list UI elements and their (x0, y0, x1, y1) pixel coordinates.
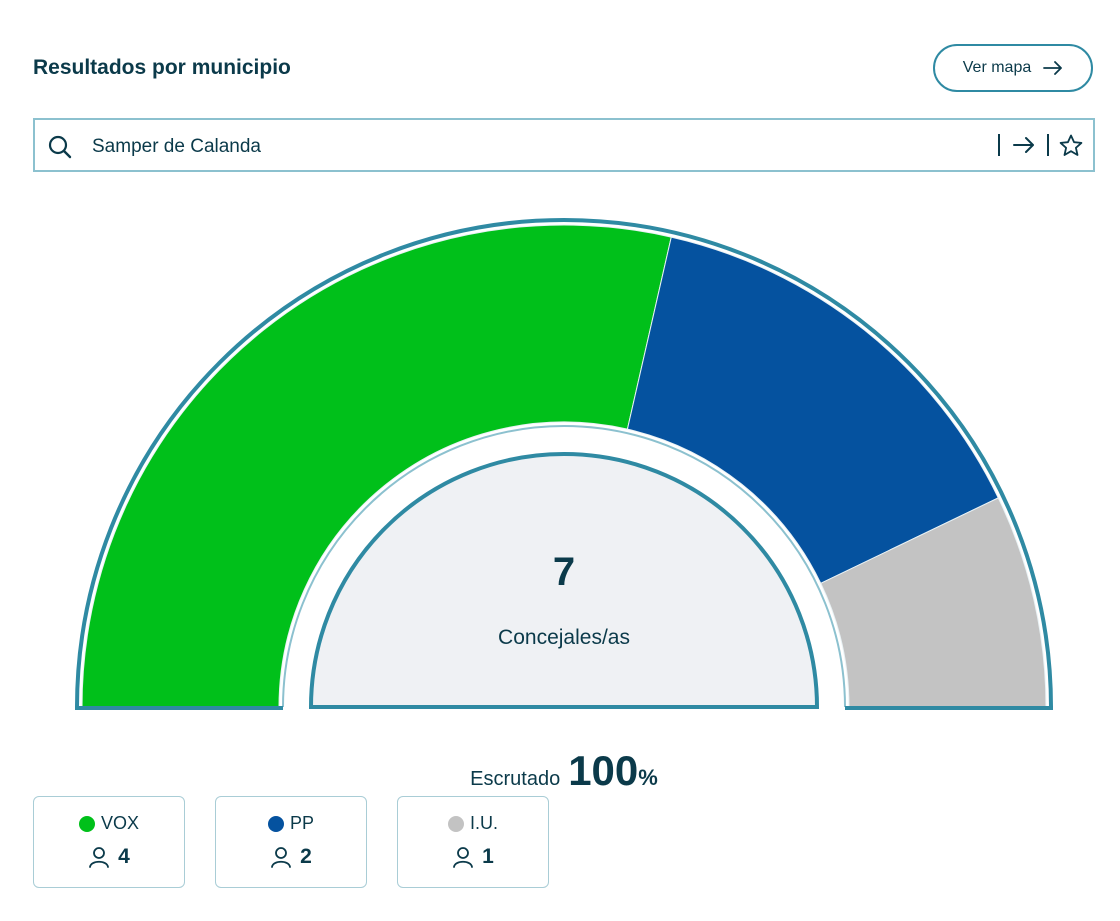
person-icon (89, 847, 110, 868)
person-icon (271, 847, 292, 868)
total-seats-value: 7 (552, 550, 576, 594)
go-arrow-icon[interactable] (1012, 135, 1036, 155)
scrutiny-unit: % (638, 765, 658, 790)
party-name: VOX (100, 813, 139, 833)
seat-slice-vox (81, 224, 672, 708)
search-input[interactable]: Samper de Calanda (92, 136, 261, 157)
party-seats: 4 (118, 845, 130, 868)
party-seats: 1 (482, 845, 494, 868)
view-map-label: Ver mapa (962, 59, 1032, 76)
party-name: PP (289, 813, 314, 833)
party-card-pp: PP 2 (215, 796, 367, 888)
party-color-dot (447, 815, 464, 832)
arrow-right-icon (1043, 61, 1063, 75)
party-seats: 2 (300, 845, 312, 868)
party-color-dot (267, 815, 284, 832)
search-icon (48, 135, 72, 159)
seat-slice-pp (626, 236, 999, 585)
scrutiny-status: Escrutado 100% (330, 747, 798, 795)
municipality-search: Samper de Calanda (33, 118, 1095, 172)
party-card-iu: I.U. 1 (397, 796, 549, 888)
scrutiny-value: 100 (568, 747, 639, 794)
page-title: Resultados por municipio (33, 56, 291, 79)
divider (998, 134, 1000, 156)
chart-outer-border (75, 218, 1053, 708)
chart-center (308, 452, 820, 709)
scrutiny-label: Escrutado (470, 768, 561, 790)
party-card-vox: VOX 4 (33, 796, 185, 888)
divider (1047, 134, 1049, 156)
party-color-dot (78, 815, 95, 832)
chart-inner-border (282, 425, 846, 708)
party-name: I.U. (469, 813, 498, 833)
person-icon (453, 847, 474, 868)
total-seats-label: Concejales/as (498, 626, 630, 649)
view-map-button[interactable]: Ver mapa (933, 44, 1093, 92)
star-icon[interactable] (1058, 133, 1084, 159)
